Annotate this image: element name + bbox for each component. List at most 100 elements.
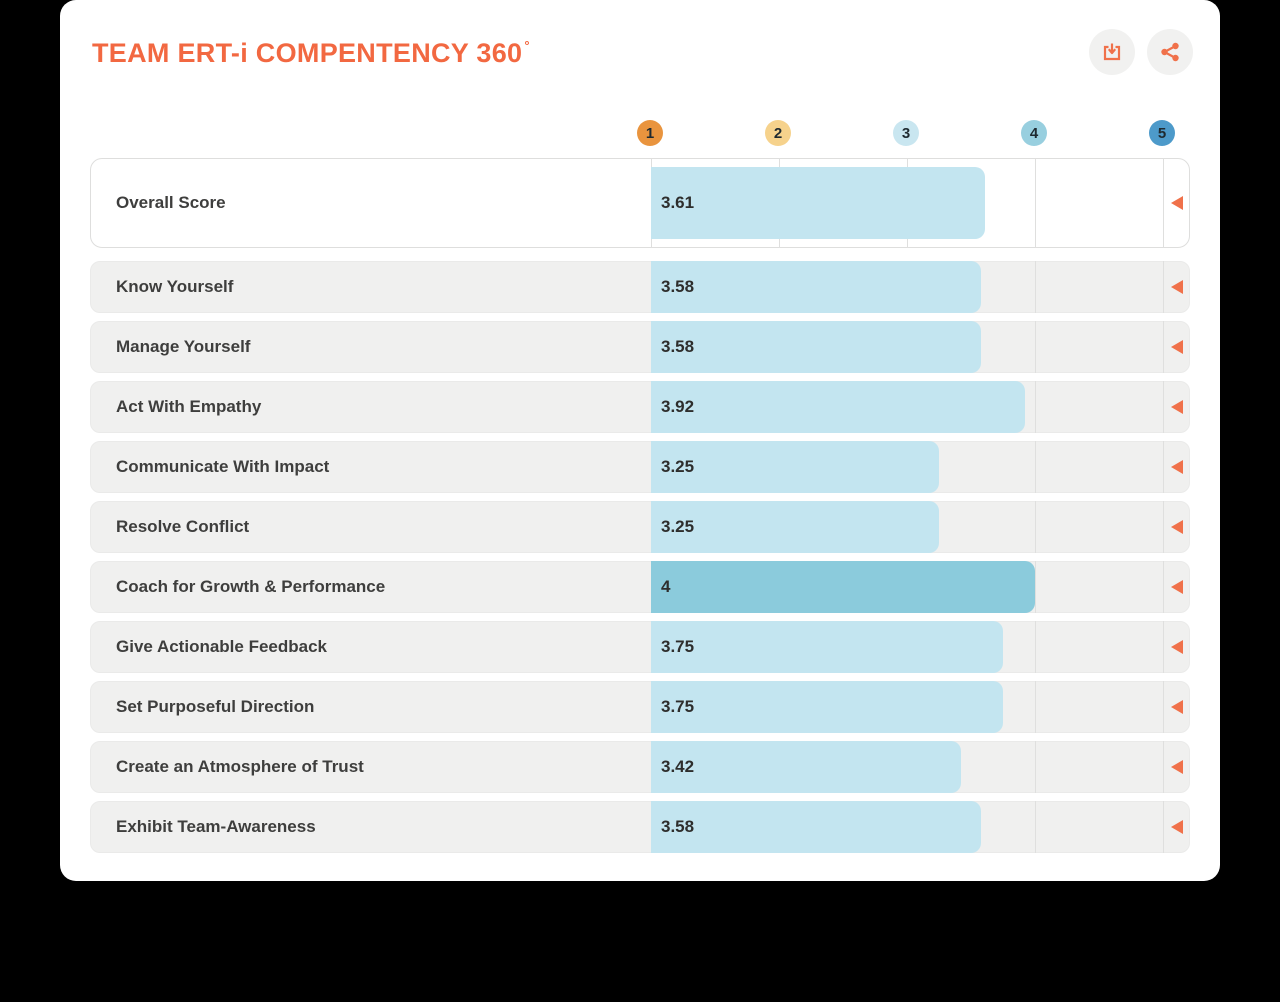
row-plot-area: 3.75 [651, 621, 1164, 673]
score-bar: 3.75 [651, 621, 1003, 673]
gridline [1035, 261, 1036, 313]
row-plot-area: 3.75 [651, 681, 1164, 733]
gridline [1035, 441, 1036, 493]
table-row: Coach for Growth & Performance 4 [90, 561, 1190, 613]
row-label: Set Purposeful Direction [116, 697, 315, 716]
score-value: 3.61 [661, 193, 695, 212]
score-value: 3.58 [661, 817, 695, 836]
row-label: Resolve Conflict [116, 517, 250, 536]
report-card: TEAM ERT-i COMPENTENCY 360 ° 1 [60, 0, 1220, 881]
row-marker-triangle-icon[interactable] [1171, 640, 1183, 654]
gridline [1035, 158, 1036, 248]
chart-rows: Overall Score 3.61 Know Yourself 3.58 Ma… [90, 158, 1190, 861]
download-icon [1099, 39, 1125, 65]
row-plot-area: 3.25 [651, 441, 1164, 493]
row-label: Know Yourself [116, 277, 234, 296]
row-label: Communicate With Impact [116, 457, 330, 476]
scale-legend: 1 2 3 4 5 [90, 120, 1190, 146]
table-row: Communicate With Impact 3.25 [90, 441, 1190, 493]
gridline [1163, 501, 1164, 553]
row-plot-area: 3.42 [651, 741, 1164, 793]
score-value: 3.25 [661, 517, 695, 536]
score-bar: 3.42 [651, 741, 961, 793]
degree-symbol: ° [524, 38, 530, 53]
row-marker-triangle-icon[interactable] [1171, 400, 1183, 414]
table-row: Manage Yourself 3.58 [90, 321, 1190, 373]
row-marker-triangle-icon[interactable] [1171, 760, 1183, 774]
row-plot-area: 3.58 [651, 321, 1164, 373]
row-marker-triangle-icon[interactable] [1171, 196, 1183, 210]
row-label: Create an Atmosphere of Trust [116, 757, 364, 776]
scale-dot-4: 4 [1021, 120, 1047, 146]
row-plot-area: 3.58 [651, 261, 1164, 313]
row-plot-area: 3.61 [651, 158, 1164, 248]
row-plot-area: 3.25 [651, 501, 1164, 553]
row-plot-area: 3.92 [651, 381, 1164, 433]
gridline [1035, 801, 1036, 853]
row-label: Coach for Growth & Performance [116, 577, 386, 596]
gridline [1163, 681, 1164, 733]
share-icon [1157, 39, 1183, 65]
row-marker-triangle-icon[interactable] [1171, 580, 1183, 594]
score-bar: 3.58 [651, 801, 982, 853]
score-value: 3.25 [661, 457, 695, 476]
gridline [1035, 681, 1036, 733]
row-marker-triangle-icon[interactable] [1171, 520, 1183, 534]
score-value: 3.75 [661, 637, 695, 656]
share-button[interactable] [1147, 29, 1193, 75]
score-value: 3.75 [661, 697, 695, 716]
score-value: 3.92 [661, 397, 695, 416]
score-bar: 3.25 [651, 501, 939, 553]
score-bar: 3.61 [651, 167, 986, 239]
table-row: Act With Empathy 3.92 [90, 381, 1190, 433]
gridline [1163, 381, 1164, 433]
row-plot-area: 4 [651, 561, 1164, 613]
score-bar: 3.58 [651, 321, 982, 373]
row-plot-area: 3.58 [651, 801, 1164, 853]
gridline [1163, 261, 1164, 313]
gridline [1163, 321, 1164, 373]
table-row: Know Yourself 3.58 [90, 261, 1190, 313]
score-value: 3.42 [661, 757, 695, 776]
scale-dot-3: 3 [893, 120, 919, 146]
table-row: Overall Score 3.61 [90, 158, 1190, 248]
table-row: Give Actionable Feedback 3.75 [90, 621, 1190, 673]
table-row: Set Purposeful Direction 3.75 [90, 681, 1190, 733]
scale-dot-5: 5 [1149, 120, 1175, 146]
gridline [1163, 801, 1164, 853]
gridline [1163, 741, 1164, 793]
gridline [1163, 621, 1164, 673]
score-bar: 3.75 [651, 681, 1003, 733]
page-title-text: TEAM ERT-i COMPENTENCY 360 [92, 38, 523, 68]
gridline [1035, 561, 1036, 613]
row-label: Give Actionable Feedback [116, 637, 327, 656]
gridline [1163, 158, 1164, 248]
scale-dot-2: 2 [765, 120, 791, 146]
gridline [1035, 741, 1036, 793]
score-value: 3.58 [661, 277, 695, 296]
row-marker-triangle-icon[interactable] [1171, 700, 1183, 714]
row-marker-triangle-icon[interactable] [1171, 820, 1183, 834]
row-label: Act With Empathy [116, 397, 262, 416]
table-row: Resolve Conflict 3.25 [90, 501, 1190, 553]
row-label: Exhibit Team-Awareness [116, 817, 316, 836]
row-marker-triangle-icon[interactable] [1171, 280, 1183, 294]
score-bar: 3.92 [651, 381, 1025, 433]
score-bar: 3.58 [651, 261, 982, 313]
score-bar: 4 [651, 561, 1035, 613]
table-row: Exhibit Team-Awareness 3.58 [90, 801, 1190, 853]
download-button[interactable] [1089, 29, 1135, 75]
page-title: TEAM ERT-i COMPENTENCY 360 ° [92, 38, 530, 69]
gridline [1035, 621, 1036, 673]
row-marker-triangle-icon[interactable] [1171, 460, 1183, 474]
row-marker-triangle-icon[interactable] [1171, 340, 1183, 354]
row-label: Manage Yourself [116, 337, 251, 356]
score-value: 4 [661, 577, 671, 596]
gridline [1035, 321, 1036, 373]
gridline [1163, 441, 1164, 493]
score-value: 3.58 [661, 337, 695, 356]
row-label: Overall Score [116, 193, 226, 212]
table-row: Create an Atmosphere of Trust 3.42 [90, 741, 1190, 793]
toolbar [1089, 29, 1193, 75]
gridline [1035, 501, 1036, 553]
